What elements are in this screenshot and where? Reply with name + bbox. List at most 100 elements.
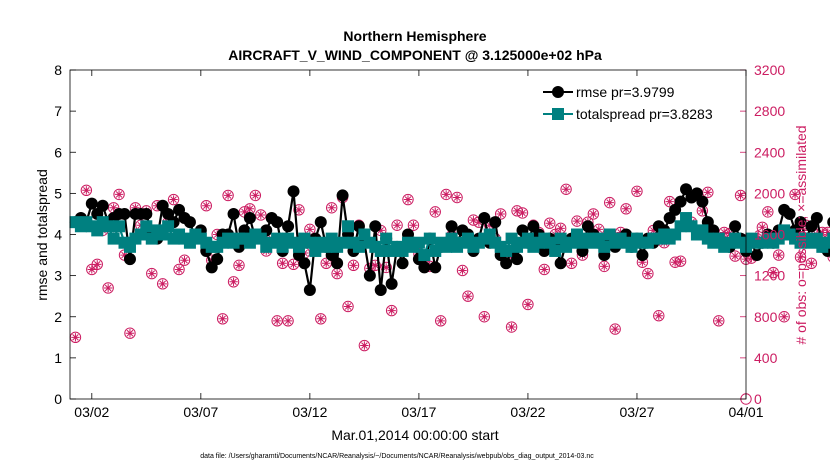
obs-possible-point bbox=[102, 282, 114, 294]
obs-assimilated-point bbox=[758, 223, 767, 232]
rmse-point bbox=[794, 216, 807, 229]
series-layer bbox=[69, 183, 830, 297]
rmse-point bbox=[369, 220, 382, 233]
obs-assimilated-point bbox=[229, 277, 238, 286]
obs-possible-point bbox=[560, 183, 572, 195]
obs-assimilated-point bbox=[561, 185, 571, 194]
obs-assimilated-point bbox=[251, 191, 260, 200]
rmse-point bbox=[298, 257, 311, 270]
obs-assimilated-point bbox=[474, 217, 484, 227]
y2-tick-label: 800 bbox=[754, 309, 778, 325]
y2-tick-label: 2400 bbox=[754, 144, 785, 160]
rmse-point bbox=[287, 185, 300, 198]
obs-possible-point bbox=[358, 339, 371, 352]
obs-possible-point bbox=[293, 204, 305, 216]
obs-possible-point bbox=[767, 266, 779, 279]
rmse-point bbox=[227, 207, 240, 220]
obs-assimilated-point bbox=[676, 257, 685, 266]
totalspread-point bbox=[598, 240, 611, 253]
obs-assimilated-point bbox=[289, 260, 298, 269]
obs-possible-point bbox=[402, 193, 414, 206]
obs-possible-point bbox=[276, 257, 289, 269]
y2-tick-label: 0 bbox=[754, 391, 762, 407]
legend-rmse-label: rmse pr=3.9799 bbox=[576, 84, 675, 100]
obs-possible-point bbox=[113, 188, 125, 201]
obs-assimilated-point bbox=[103, 283, 113, 293]
y-tick-label: 7 bbox=[54, 103, 62, 119]
obs-possible-point bbox=[249, 189, 262, 202]
obs-assimilated-point bbox=[218, 314, 227, 324]
rmse-point bbox=[374, 284, 387, 297]
obs-possible-point bbox=[805, 257, 818, 269]
y-axis-label: rmse and totalspread bbox=[34, 169, 50, 301]
obs-assimilated-point bbox=[71, 333, 80, 342]
obs-assimilated-point bbox=[512, 206, 522, 216]
obs-possible-point bbox=[342, 300, 354, 313]
obs-assimilated-point bbox=[360, 341, 369, 350]
obs-assimilated-point bbox=[234, 261, 244, 270]
x-tick-label: 04/01 bbox=[728, 404, 763, 420]
plot-border bbox=[69, 69, 747, 400]
obs-possible-point bbox=[794, 251, 807, 263]
rmse-point bbox=[783, 207, 796, 220]
obs-possible-point bbox=[315, 313, 327, 325]
rmse-point bbox=[85, 197, 98, 210]
rmse-point bbox=[511, 253, 524, 266]
rmse-point bbox=[696, 195, 709, 208]
totalspread-point bbox=[423, 232, 436, 245]
obs-assimilated-point bbox=[82, 186, 91, 195]
obs-possible-point bbox=[713, 315, 725, 327]
rmse-point bbox=[363, 269, 376, 282]
obs-assimilated-point bbox=[283, 316, 293, 326]
totalspread-point bbox=[342, 220, 355, 233]
obs-possible-point bbox=[391, 219, 403, 231]
obs-assimilated-point bbox=[458, 266, 467, 275]
obs-possible-point bbox=[653, 310, 665, 322]
totalspread-point bbox=[500, 244, 513, 257]
obs-assimilated-point bbox=[643, 269, 653, 278]
obs-possible-point bbox=[233, 259, 245, 272]
obs-possible-point bbox=[778, 311, 790, 323]
obs-assimilated-point bbox=[605, 198, 614, 207]
obs-assimilated-point bbox=[256, 210, 266, 220]
obs-assimilated-point bbox=[714, 316, 723, 326]
obs-possible-point bbox=[604, 196, 616, 209]
obs-assimilated-point bbox=[823, 228, 830, 237]
rmse-point bbox=[183, 216, 196, 229]
obs-assimilated-point bbox=[392, 221, 402, 230]
obs-assimilated-point bbox=[169, 195, 178, 204]
obs-possible-point bbox=[146, 267, 158, 280]
totalspread-point bbox=[113, 220, 126, 233]
totalspread-point bbox=[107, 232, 120, 245]
rmse-point bbox=[140, 207, 153, 220]
rmse-point bbox=[271, 216, 284, 229]
totalspread-point bbox=[549, 244, 562, 257]
obs-assimilated-point bbox=[158, 279, 167, 289]
obs-possible-point bbox=[587, 208, 600, 220]
obs-possible-point bbox=[451, 191, 463, 204]
obs-possible-point bbox=[505, 321, 518, 333]
obs-possible-point bbox=[271, 315, 283, 327]
rmse-point bbox=[636, 249, 649, 262]
obs-possible-point bbox=[762, 206, 774, 218]
y2-tick-label: 2000 bbox=[754, 185, 785, 201]
y-tick-label: 8 bbox=[54, 62, 62, 78]
obs-possible-point bbox=[478, 311, 491, 323]
rmse-point bbox=[336, 189, 349, 202]
y-tick-label: 4 bbox=[54, 227, 62, 243]
x-tick-label: 03/22 bbox=[510, 404, 545, 420]
obs-assimilated-point bbox=[245, 204, 255, 213]
obs-assimilated-point bbox=[180, 256, 189, 265]
obs-possible-point bbox=[227, 276, 240, 288]
obs-assimilated-point bbox=[436, 316, 445, 326]
obs-assimilated-point bbox=[294, 205, 304, 215]
obs-assimilated-point bbox=[343, 302, 353, 311]
obs-assimilated-point bbox=[131, 203, 140, 212]
obs-assimilated-point bbox=[649, 226, 658, 235]
obs-possible-point bbox=[216, 313, 229, 325]
obs-assimilated-point bbox=[703, 188, 713, 197]
totalspread-point bbox=[102, 220, 115, 233]
obs-assimilated-point bbox=[240, 207, 249, 217]
y2-tick-label: 2800 bbox=[754, 103, 785, 119]
obs-assimilated-point bbox=[109, 203, 118, 212]
